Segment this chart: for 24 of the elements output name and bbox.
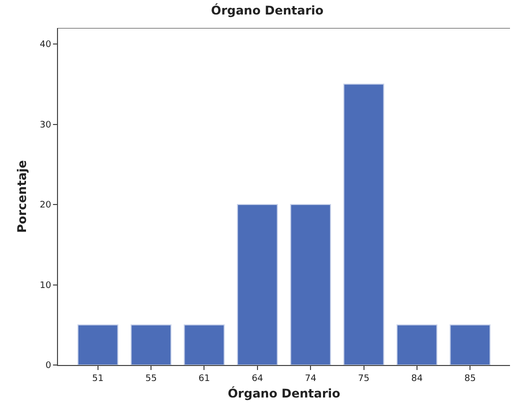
bar: [343, 84, 384, 365]
bar: [184, 324, 225, 365]
y-axis-title: Porcentaje: [15, 160, 30, 233]
bar: [450, 324, 491, 365]
y-tick-label: 30: [40, 120, 52, 130]
x-tick-label: 64: [252, 374, 264, 384]
chart-title: Órgano Dentario: [211, 2, 324, 18]
y-tick-label: 20: [40, 200, 52, 211]
x-tick-label: 51: [92, 374, 104, 384]
bar: [236, 204, 278, 365]
bar: [396, 324, 438, 365]
y-tick-label: 0: [45, 361, 52, 372]
bar: [290, 204, 332, 365]
y-tick-label: 10: [40, 280, 52, 291]
x-tick-label: 75: [358, 374, 370, 384]
x-tick-label: 85: [464, 374, 476, 384]
y-tick-label: 40: [40, 40, 52, 50]
x-tick-label: 74: [304, 374, 317, 384]
bar: [77, 324, 118, 365]
x-tick-label: 55: [145, 374, 157, 384]
x-axis-title: Órgano Dentario: [228, 386, 340, 401]
x-tick-label: 61: [198, 374, 210, 384]
bar: [130, 324, 172, 365]
x-tick-label: 84: [411, 374, 423, 384]
